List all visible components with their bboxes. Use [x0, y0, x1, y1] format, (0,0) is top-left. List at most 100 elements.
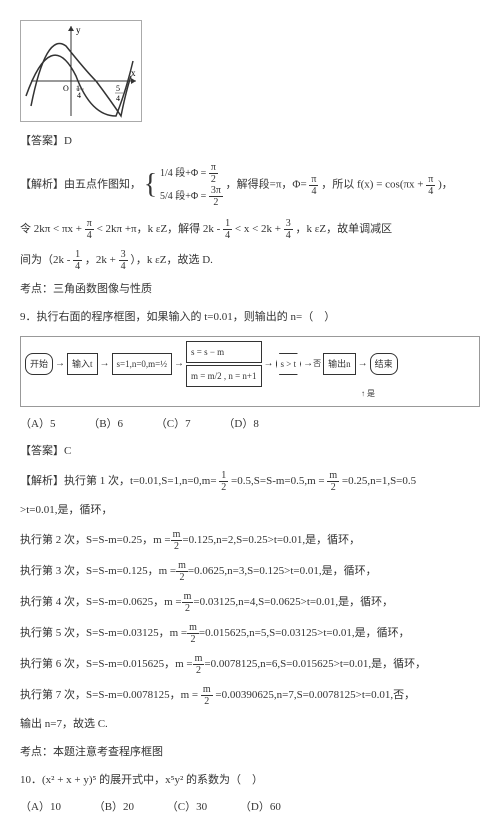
choice-c: （C）7: [156, 415, 191, 435]
f: 3π: [209, 185, 223, 197]
f: 4: [85, 230, 94, 241]
f: 2: [176, 572, 188, 583]
answer-1: 【答案】D: [20, 132, 480, 152]
f: m: [182, 591, 194, 603]
flow-step2: m = m/2 , n = n+1: [186, 365, 261, 387]
t: =0.125,n=2,S=0.25>t=0.01,是，循环，: [182, 534, 360, 546]
explanation-2: 令 2kπ < πx + π4 < 2kπ +π，k εZ，解得 2k - 14…: [20, 218, 480, 241]
choice-d: （D）60: [240, 798, 281, 818]
f: 4: [284, 230, 293, 241]
f: 2: [182, 603, 194, 614]
f: m: [176, 560, 188, 572]
flow-end: 结束: [370, 353, 398, 375]
cosine-graph: y x O 1 4 5 4: [20, 20, 142, 122]
choice-a: （A）5: [20, 415, 55, 435]
t: 执行第 4 次，S=S-m=0.0625，m =: [20, 596, 182, 608]
t: 执行第 7 次，S=S-m=0.0078125，m =: [20, 689, 198, 701]
iteration-line: 执行第 2 次，S=S-m=0.25，m =m2=0.125,n=2,S=0.2…: [20, 529, 480, 552]
t: =0.5,S=S-m=0.5,m =: [231, 475, 325, 487]
f: m: [187, 622, 199, 634]
eq-end: ，所以 f(x) = cos(πx +: [321, 179, 423, 191]
t: 【解析】执行第 1 次，t=0.01,S=1,n=0,m=: [20, 475, 217, 487]
f: m: [327, 470, 339, 482]
flow-yes-label: ↑ 是: [25, 387, 375, 401]
iter-7: 执行第 7 次，S=S-m=0.0078125，m = m2 =0.003906…: [20, 684, 480, 707]
output-line: 输出 n=7，故选 C.: [20, 715, 480, 735]
eq-top: 1/4 段+Φ =: [160, 168, 206, 179]
f: 2: [209, 197, 223, 208]
iteration-line: 执行第 5 次，S=S-m=0.03125，m =m2=0.015625,n=5…: [20, 622, 480, 645]
flow-init: s=1,n=0,m=½: [112, 353, 172, 375]
eq-end2: )，: [438, 179, 453, 191]
f: 4: [309, 186, 318, 197]
expl1-text: 【解析】由五点作图知，: [20, 179, 141, 191]
flow-start: 开始: [25, 353, 53, 375]
f: 2: [327, 482, 339, 493]
flow-output: 输出n: [323, 353, 356, 375]
iteration-line: 执行第 3 次，S=S-m=0.125，m =m2=0.0625,n=3,S=0…: [20, 560, 480, 583]
kaodian-1: 考点：三角函数图像与性质: [20, 280, 480, 300]
eq-bot: 5/4 段+Φ =: [160, 191, 206, 202]
choice-b: （B）6: [88, 415, 123, 435]
iteration-line: 执行第 4 次，S=S-m=0.0625，m =m2=0.03125,n=4,S…: [20, 591, 480, 614]
t: ，k εZ，故单调减区: [295, 223, 392, 235]
t: 执行第 5 次，S=S-m=0.03125，m =: [20, 627, 187, 639]
f: 4: [73, 261, 82, 272]
arrow-icon: →: [100, 355, 110, 373]
t: < x < 2k +: [235, 223, 281, 235]
iteration-line: 执行第 6 次，S=S-m=0.015625，m =m2=0.0078125,n…: [20, 653, 480, 676]
answer-2: 【答案】C: [20, 442, 480, 462]
arrow-icon: →: [358, 355, 368, 373]
f: π: [426, 174, 435, 186]
explanation-3: 【解析】执行第 1 次，t=0.01,S=1,n=0,m= 12 =0.5,S=…: [20, 470, 480, 493]
svg-text:5: 5: [116, 84, 120, 93]
t: ，2k +: [85, 254, 116, 266]
flow-no: 否: [313, 359, 321, 368]
kaodian-2: 考点：本题注意考查程序框图: [20, 743, 480, 763]
question-9: 9．执行右面的程序框图，如果输入的 t=0.01，则输出的 n=（ ）: [20, 308, 480, 328]
flowchart: 开始 → 输入t → s=1,n=0,m=½ → s = s − m m = m…: [20, 336, 480, 407]
t: 是: [367, 389, 375, 398]
t: =0.0625,n=3,S=0.125>t=0.01,是，循环，: [188, 565, 377, 577]
arrow-icon: →: [264, 355, 274, 373]
f: m: [193, 653, 205, 665]
svg-text:O: O: [63, 84, 69, 93]
question-10: 10．(x² + x + y)⁵ 的展开式中，x⁵y² 的系数为（ ）: [20, 771, 480, 791]
explanation-3b: >t=0.01,是，循环，: [20, 501, 480, 521]
arrow-icon: →: [55, 355, 65, 373]
choice-b: （B）20: [94, 798, 134, 818]
flow-step1: s = s − m: [186, 341, 261, 363]
f: m: [171, 529, 183, 541]
f: 1: [223, 218, 232, 230]
t: =0.03125,n=4,S=0.0625>t=0.01,是，循环，: [193, 596, 393, 608]
t: < 2kπ +π，k εZ，解得 2k -: [97, 223, 221, 235]
t: =0.25,n=1,S=0.5: [342, 475, 416, 487]
y-axis-label: y: [76, 25, 81, 35]
f: 2: [209, 174, 218, 185]
svg-text:4: 4: [77, 91, 81, 100]
choice-c: （C）30: [167, 798, 207, 818]
f: 4: [119, 261, 128, 272]
f: 2: [187, 634, 199, 645]
t: 间为（2k -: [20, 254, 70, 266]
flow-cond: s > t: [276, 353, 302, 375]
f: 3: [284, 218, 293, 230]
f: π: [85, 218, 94, 230]
f: 1: [219, 470, 228, 482]
t: =0.00390625,n=7,S=0.0078125>t=0.01,否，: [215, 689, 415, 701]
f: 2: [219, 482, 228, 493]
t: 令 2kπ < πx +: [20, 223, 82, 235]
choices-9: （A）5 （B）6 （C）7 （D）8: [20, 415, 480, 435]
f: 2: [193, 665, 205, 676]
f: 3: [119, 249, 128, 261]
t: 执行第 3 次，S=S-m=0.125，m =: [20, 565, 176, 577]
f: 2: [201, 696, 213, 707]
t: 执行第 6 次，S=S-m=0.015625，m =: [20, 658, 193, 670]
t: ），k εZ，故选 D.: [130, 254, 213, 266]
arrow-icon: →否: [303, 355, 321, 373]
f: m: [201, 684, 213, 696]
flow-input: 输入t: [67, 353, 98, 375]
arrow-icon: →: [174, 355, 184, 373]
explanation-2b: 间为（2k - 14 ，2k + 34 ），k εZ，故选 D.: [20, 249, 480, 272]
t: =0.015625,n=5,S=0.03125>t=0.01,是，循环，: [199, 627, 410, 639]
